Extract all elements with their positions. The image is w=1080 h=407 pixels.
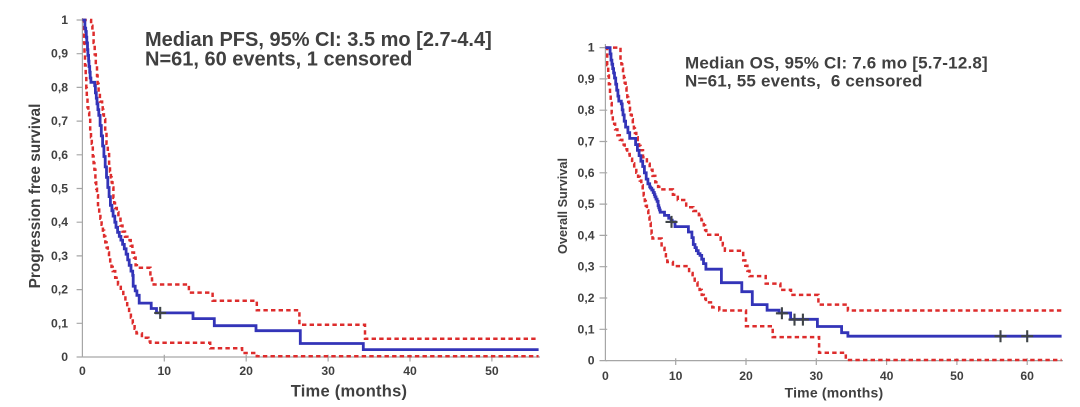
svg-text:20: 20 <box>239 364 253 378</box>
svg-text:0,5: 0,5 <box>578 197 595 211</box>
svg-text:0,3: 0,3 <box>578 260 595 274</box>
svg-text:1: 1 <box>588 41 595 55</box>
svg-text:0,6: 0,6 <box>51 148 68 162</box>
svg-text:20: 20 <box>739 369 753 383</box>
svg-text:10: 10 <box>669 369 683 383</box>
svg-text:30: 30 <box>810 369 824 383</box>
svg-text:0,8: 0,8 <box>51 80 68 94</box>
svg-text:Overall Survival: Overall Survival <box>556 158 570 254</box>
svg-text:0: 0 <box>79 364 86 378</box>
svg-text:Median OS, 95% CI: 7.6 mo [5.7: Median OS, 95% CI: 7.6 mo [5.7-12.8] <box>685 53 988 72</box>
svg-text:0,9: 0,9 <box>578 72 595 86</box>
svg-text:0,4: 0,4 <box>578 228 595 242</box>
svg-text:0,8: 0,8 <box>578 103 595 117</box>
svg-text:0: 0 <box>602 369 609 383</box>
svg-text:0,6: 0,6 <box>578 166 595 180</box>
svg-text:0,2: 0,2 <box>578 291 595 305</box>
svg-text:Median PFS, 95% CI: 3.5 mo [2.: Median PFS, 95% CI: 3.5 mo [2.7-4.4] <box>145 29 492 51</box>
svg-text:60: 60 <box>1020 369 1034 383</box>
svg-text:0,2: 0,2 <box>51 283 68 297</box>
svg-text:0: 0 <box>61 350 68 364</box>
svg-text:Time (months): Time (months) <box>785 385 884 401</box>
svg-text:0: 0 <box>588 354 595 368</box>
svg-text:0,9: 0,9 <box>51 47 68 61</box>
svg-text:Progression free survival: Progression free survival <box>27 104 44 289</box>
svg-text:50: 50 <box>485 364 499 378</box>
svg-text:N=61, 60 events, 1 censored: N=61, 60 events, 1 censored <box>145 49 412 71</box>
svg-text:1: 1 <box>61 13 68 27</box>
svg-text:0,5: 0,5 <box>51 182 68 196</box>
svg-text:N=61, 55 events, 6 censored: N=61, 55 events, 6 censored <box>685 72 923 91</box>
svg-text:40: 40 <box>880 369 894 383</box>
svg-text:50: 50 <box>950 369 964 383</box>
svg-text:0,7: 0,7 <box>51 114 68 128</box>
svg-text:0,7: 0,7 <box>578 135 595 149</box>
svg-text:0,3: 0,3 <box>51 249 68 263</box>
svg-text:40: 40 <box>403 364 417 378</box>
svg-text:0,1: 0,1 <box>578 322 595 336</box>
svg-text:0,4: 0,4 <box>51 215 68 229</box>
svg-text:Time (months): Time (months) <box>291 383 408 401</box>
svg-text:10: 10 <box>158 364 172 378</box>
svg-text:0,1: 0,1 <box>51 316 68 330</box>
svg-text:30: 30 <box>321 364 335 378</box>
